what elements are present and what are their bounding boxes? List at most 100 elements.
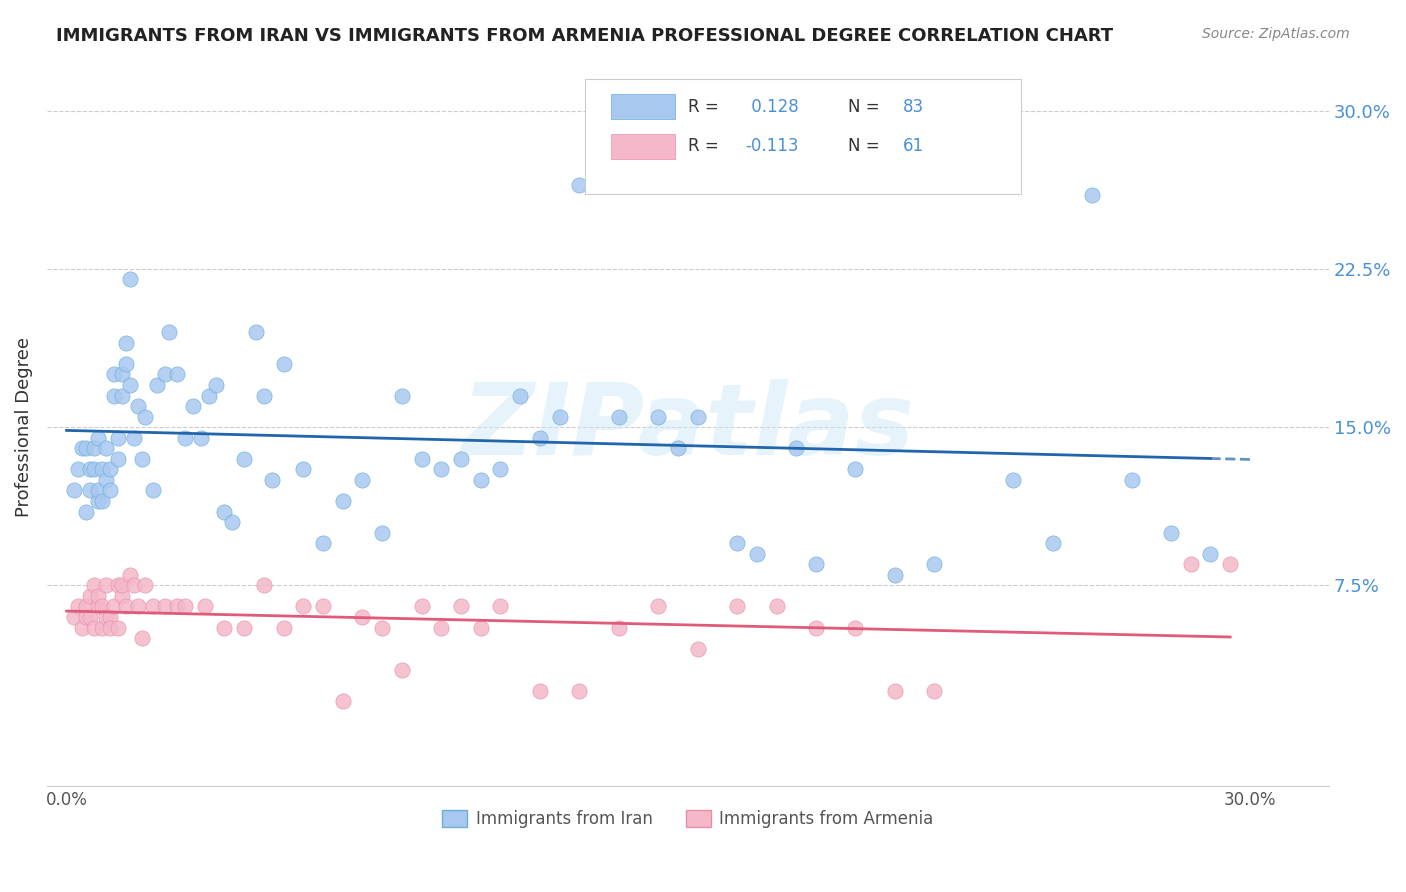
Point — [292, 462, 315, 476]
Point — [529, 683, 551, 698]
Point — [134, 578, 156, 592]
Point — [79, 483, 101, 498]
Point — [79, 589, 101, 603]
Point — [489, 462, 512, 476]
Point — [75, 599, 97, 614]
Point — [127, 399, 149, 413]
Point — [666, 442, 689, 456]
Point — [72, 442, 94, 456]
Point — [607, 621, 630, 635]
Point — [157, 325, 180, 339]
Point — [221, 515, 243, 529]
Point — [134, 409, 156, 424]
Point — [1199, 547, 1222, 561]
Point — [63, 483, 86, 498]
Point — [312, 599, 335, 614]
Point — [83, 578, 105, 592]
Point — [94, 610, 117, 624]
Point — [352, 610, 374, 624]
Point — [107, 578, 129, 592]
Text: N =: N = — [848, 97, 884, 116]
Point — [87, 483, 110, 498]
Point — [785, 442, 807, 456]
Point — [107, 431, 129, 445]
Point — [332, 494, 354, 508]
Point — [430, 621, 453, 635]
Point — [131, 451, 153, 466]
Point — [142, 599, 165, 614]
Point — [91, 462, 114, 476]
Point — [883, 683, 905, 698]
Point — [647, 409, 669, 424]
Point — [67, 599, 90, 614]
Point — [75, 610, 97, 624]
Point — [588, 145, 610, 160]
Point — [430, 462, 453, 476]
Point — [142, 483, 165, 498]
Point — [883, 567, 905, 582]
Text: R =: R = — [688, 137, 724, 155]
Point — [245, 325, 267, 339]
Point — [233, 451, 256, 466]
Text: R =: R = — [688, 97, 724, 116]
Point — [67, 462, 90, 476]
Point — [214, 504, 236, 518]
Point — [371, 621, 394, 635]
Point — [114, 357, 136, 371]
Point — [103, 388, 125, 402]
Point — [233, 621, 256, 635]
Point — [1160, 525, 1182, 540]
FancyBboxPatch shape — [585, 79, 1021, 194]
Point — [804, 621, 827, 635]
Point — [568, 683, 591, 698]
Point — [118, 567, 141, 582]
Point — [181, 399, 204, 413]
Text: 61: 61 — [903, 137, 924, 155]
Point — [607, 409, 630, 424]
Bar — [612, 134, 675, 159]
Point — [924, 558, 946, 572]
Point — [844, 621, 866, 635]
Point — [98, 462, 121, 476]
Point — [83, 442, 105, 456]
Point — [1121, 473, 1143, 487]
Point — [1042, 536, 1064, 550]
Point — [94, 473, 117, 487]
Point — [111, 368, 134, 382]
Point — [253, 388, 276, 402]
Point — [765, 136, 787, 150]
Point — [98, 610, 121, 624]
Point — [87, 599, 110, 614]
Point — [75, 504, 97, 518]
Point — [260, 473, 283, 487]
Point — [529, 431, 551, 445]
Text: N =: N = — [848, 137, 884, 155]
Point — [194, 599, 217, 614]
Point — [111, 388, 134, 402]
Point — [122, 578, 145, 592]
Point — [146, 378, 169, 392]
Point — [509, 388, 531, 402]
Point — [79, 462, 101, 476]
Point — [686, 641, 709, 656]
Point — [725, 536, 748, 550]
Point — [332, 694, 354, 708]
Point — [83, 621, 105, 635]
Point — [174, 431, 197, 445]
Point — [114, 599, 136, 614]
Point — [273, 621, 295, 635]
Text: 0.128: 0.128 — [745, 97, 799, 116]
Text: Source: ZipAtlas.com: Source: ZipAtlas.com — [1202, 27, 1350, 41]
Point — [568, 178, 591, 192]
Point — [103, 599, 125, 614]
Point — [83, 462, 105, 476]
Point — [725, 599, 748, 614]
Point — [155, 368, 177, 382]
Point — [391, 388, 413, 402]
Point — [118, 378, 141, 392]
Point — [87, 431, 110, 445]
Point — [114, 335, 136, 350]
Point — [292, 599, 315, 614]
Point — [166, 368, 188, 382]
Point — [411, 451, 433, 466]
